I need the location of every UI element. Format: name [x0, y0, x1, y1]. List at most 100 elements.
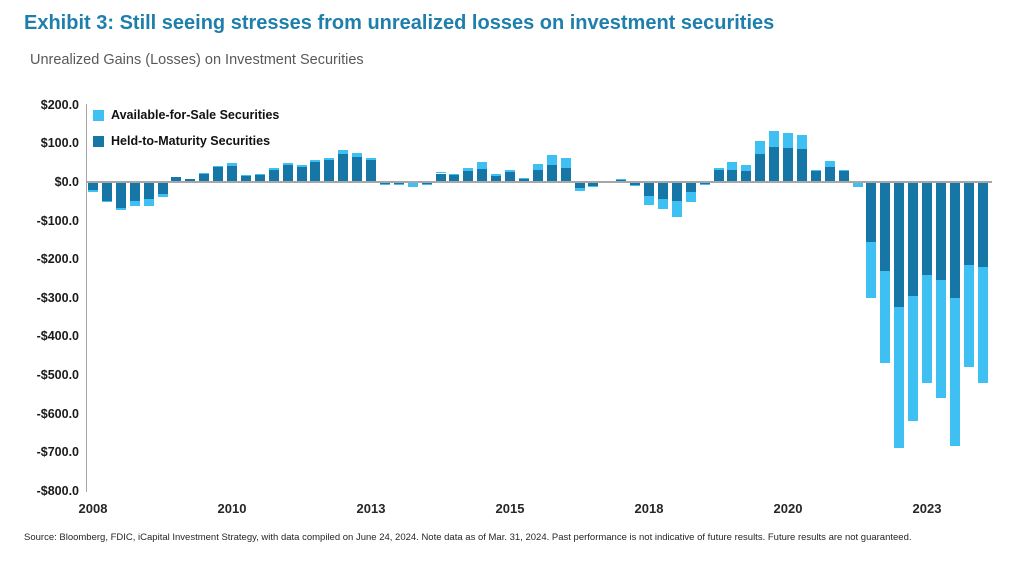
- bar-segment: [616, 179, 627, 182]
- bar-segment: [310, 159, 321, 162]
- bar-segment: [143, 199, 154, 206]
- bar-segment: [657, 182, 668, 200]
- y-tick-label: $100.0: [40, 136, 79, 151]
- bar-segment: [463, 171, 474, 182]
- chart-legend: Available-for-Sale Securities Held-to-Ma…: [93, 106, 279, 158]
- bar-segment: [922, 182, 932, 275]
- bar-segment: [296, 165, 307, 167]
- bar-segment: [435, 171, 446, 174]
- bar-segment: [240, 175, 251, 182]
- bar-segment: [755, 140, 766, 155]
- y-tick-label: -$200.0: [36, 252, 79, 267]
- bar-segment: [741, 165, 752, 172]
- htm-swatch-icon: [93, 135, 104, 147]
- bar-segment: [935, 280, 946, 399]
- y-tick-label: $200.0: [40, 97, 79, 112]
- bar-segment: [796, 149, 807, 182]
- bar-segment: [630, 185, 641, 187]
- bar-segment: [894, 182, 905, 308]
- bar-segment: [657, 199, 668, 210]
- bar-segment: [505, 170, 515, 173]
- bar-segment: [880, 270, 891, 364]
- bar-segment: [449, 175, 460, 182]
- legend-item-afs: Available-for-Sale Securities: [93, 106, 279, 124]
- bar-segment: [366, 157, 376, 160]
- bar-segment: [310, 161, 321, 182]
- bar-segment: [783, 147, 793, 182]
- bar-segment: [671, 200, 682, 217]
- bar-segment: [949, 182, 960, 298]
- afs-swatch-icon: [93, 109, 104, 121]
- bar-segment: [977, 182, 988, 267]
- bar-segment: [824, 160, 835, 168]
- chart-subtitle: Unrealized Gains (Losses) on Investment …: [30, 52, 364, 68]
- y-tick-label: -$800.0: [36, 483, 79, 498]
- bar-segment: [977, 266, 988, 383]
- bar-segment: [588, 185, 599, 188]
- bar-segment: [463, 168, 474, 172]
- bar-segment: [644, 182, 654, 196]
- y-axis-labels: $200.0 $100.0 $0.0 -$100.0 -$200.0 -$300.0 -$4…: [0, 98, 79, 498]
- bar-segment: [949, 297, 960, 447]
- bar-segment: [922, 274, 932, 383]
- bar-segment: [505, 172, 515, 182]
- bar-segment: [185, 178, 196, 182]
- bar-segment: [644, 195, 654, 205]
- bar-segment: [449, 174, 460, 176]
- legend-label-htm: Held-to-Maturity Securities: [111, 134, 271, 148]
- bar-segment: [894, 307, 905, 449]
- bar-segment: [101, 200, 112, 203]
- bar-segment: [560, 168, 571, 182]
- bar-segment: [741, 171, 752, 182]
- y-tick-label: -$100.0: [36, 213, 79, 228]
- bar-segment: [866, 241, 877, 298]
- bar-segment: [407, 183, 418, 188]
- bar-segment: [574, 187, 585, 192]
- x-tick-label: 2008: [78, 501, 108, 516]
- x-tick-label: 2010: [217, 501, 247, 516]
- bar-segment: [129, 200, 140, 207]
- legend-item-htm: Held-to-Maturity Securities: [93, 132, 279, 150]
- bar-segment: [727, 161, 738, 171]
- bar-segment: [477, 161, 488, 170]
- bar-segment: [129, 182, 140, 201]
- exhibit-title: Exhibit 3: Still seeing stresses from un…: [24, 12, 775, 34]
- y-axis-line: [86, 104, 87, 492]
- bar-segment: [296, 166, 307, 182]
- bar-segment: [755, 154, 766, 182]
- bar-segment: [199, 173, 210, 182]
- bar-segment: [435, 173, 446, 182]
- bar-segment: [254, 174, 265, 182]
- bar-segment: [588, 182, 599, 186]
- bar-segment: [963, 264, 974, 368]
- bar-segment: [685, 182, 696, 193]
- bar-segment: [727, 170, 738, 182]
- bar-segment: [838, 171, 849, 182]
- bar-segment: [769, 146, 780, 182]
- y-tick-label: -$600.0: [36, 406, 79, 421]
- bar-segment: [88, 182, 98, 191]
- bar-segment: [908, 295, 919, 422]
- bar-segment: [213, 167, 224, 182]
- bar-segment: [783, 132, 793, 148]
- bar-segment: [532, 169, 543, 182]
- bar-segment: [796, 135, 807, 150]
- bar-segment: [491, 175, 502, 182]
- bar-segment: [338, 154, 349, 182]
- x-tick-label: 2023: [912, 501, 942, 516]
- bar-segment: [546, 155, 557, 166]
- bar-segment: [352, 156, 363, 182]
- bar-segment: [880, 182, 891, 271]
- legend-label-afs: Available-for-Sale Securities: [111, 108, 280, 122]
- bar-segment: [671, 182, 682, 201]
- x-axis-labels: 2008 2010 2013 2015 2018 2020 2023: [79, 501, 993, 519]
- bar-segment: [769, 130, 780, 147]
- bar-segment: [810, 170, 821, 172]
- x-tick-label: 2015: [495, 501, 525, 516]
- x-tick-label: 2020: [773, 501, 803, 516]
- bar-segment: [88, 190, 98, 192]
- bar-segment: [630, 182, 641, 186]
- bar-segment: [324, 158, 335, 161]
- bar-segment: [227, 165, 237, 182]
- bar-segment: [393, 183, 404, 185]
